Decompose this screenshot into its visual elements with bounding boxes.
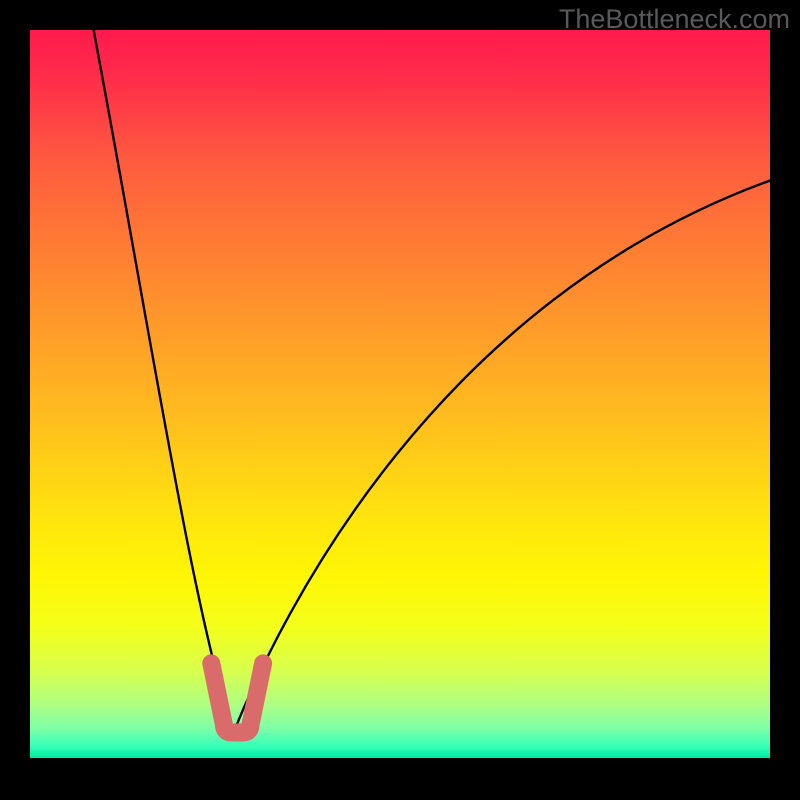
plot-background (30, 30, 770, 758)
chart-svg (0, 0, 800, 800)
bottleneck-chart: TheBottleneck.com (0, 0, 800, 800)
